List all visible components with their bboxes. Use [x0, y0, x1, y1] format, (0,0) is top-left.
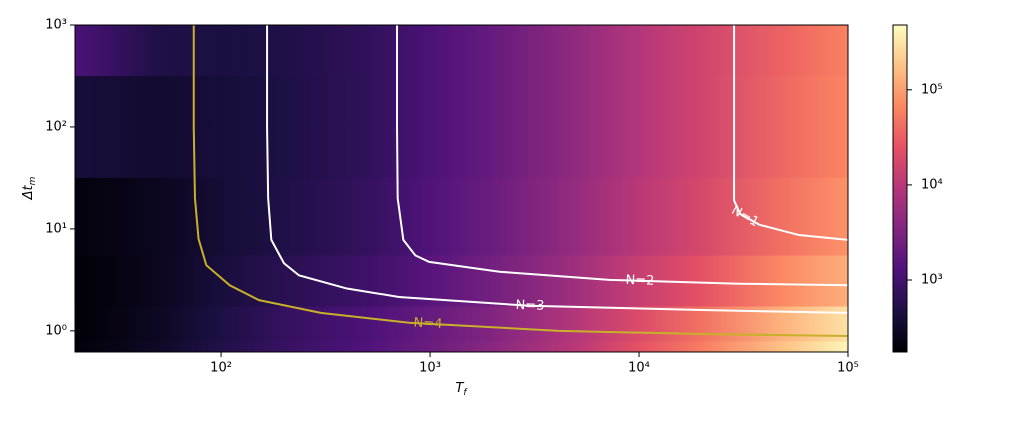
x-label-sub: f — [463, 388, 468, 398]
contour-line — [192, 25, 849, 337]
heat-row — [75, 306, 848, 342]
colorbar-tick-label: 10³ — [921, 273, 943, 288]
heat-row — [75, 255, 848, 308]
y-tick-label: 10³ — [45, 18, 67, 33]
heat-row — [75, 177, 848, 257]
y-tick-label: 10⁰ — [45, 323, 67, 338]
x-label-main: T — [455, 381, 464, 396]
contour-line — [266, 25, 849, 314]
y-label-main: Δt — [21, 184, 36, 200]
x-tick-label: 10⁵ — [837, 361, 859, 376]
y-tick-label: 10¹ — [45, 221, 67, 236]
x-axis-label: Tf — [455, 381, 468, 398]
contour-line — [396, 25, 849, 287]
colorbar-tick-label: 10⁵ — [921, 82, 943, 97]
plot-frame — [74, 24, 849, 353]
colorbar-tick-label: 10⁴ — [921, 177, 943, 192]
contour-label: N=3 — [515, 298, 544, 314]
y-tick-label: 10² — [45, 119, 67, 134]
contour-label: N=4 — [413, 316, 443, 333]
contour-line — [733, 25, 849, 241]
heat-row — [75, 341, 848, 353]
x-tick-label: 10³ — [419, 361, 441, 376]
y-label-sub: m — [28, 176, 38, 185]
contour-label: N=2 — [625, 273, 654, 289]
heat-row — [75, 25, 848, 77]
heat-row — [75, 75, 848, 179]
x-tick-label: 10² — [210, 361, 232, 376]
x-tick-label: 10⁴ — [628, 361, 650, 376]
y-axis-label: Δtm — [21, 176, 38, 200]
colorbar — [892, 24, 908, 353]
